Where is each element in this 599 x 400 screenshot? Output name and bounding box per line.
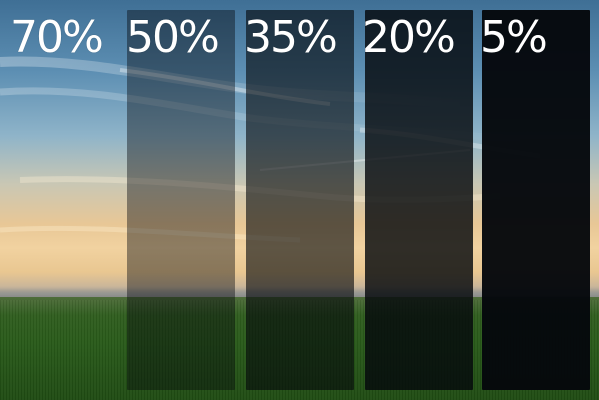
tint-panel-35 <box>246 10 354 390</box>
tint-label-35: 35% <box>244 12 338 63</box>
tint-panel-70 <box>8 10 116 390</box>
tint-label-20: 20% <box>362 12 456 63</box>
tint-label-50: 50% <box>126 12 220 63</box>
tint-panel-5 <box>482 10 590 390</box>
tint-label-5: 5% <box>480 12 548 63</box>
tint-panel-50 <box>127 10 235 390</box>
tint-label-70: 70% <box>10 12 104 63</box>
tint-panel-20 <box>365 10 473 390</box>
